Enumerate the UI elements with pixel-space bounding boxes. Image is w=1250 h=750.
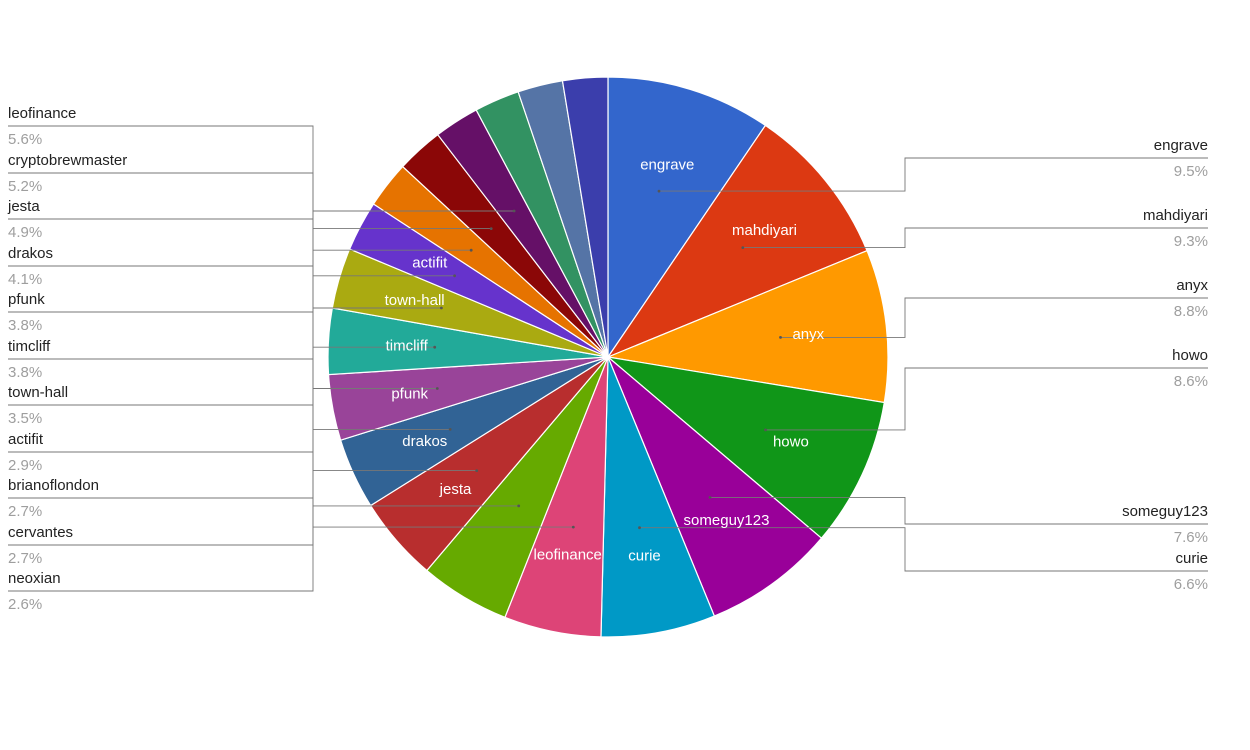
callout-name-neoxian: neoxian bbox=[8, 570, 61, 587]
leader-dot-timcliff bbox=[433, 345, 437, 349]
slice-inside-label-curie: curie bbox=[628, 547, 661, 564]
slice-inside-label-pfunk: pfunk bbox=[391, 386, 428, 403]
callout-name-jesta: jesta bbox=[7, 198, 40, 215]
callout-percent-anyx: 8.8% bbox=[1174, 303, 1208, 320]
callout-percent-actifit: 2.9% bbox=[8, 457, 42, 474]
callout-percent-curie: 6.6% bbox=[1174, 576, 1208, 593]
pie-slice-engrave bbox=[607, 76, 767, 359]
leader-dot-howo bbox=[764, 428, 767, 432]
leader-dot-anyx bbox=[779, 336, 782, 339]
leader-line-anyx bbox=[780, 297, 1208, 338]
leader-dot-brianoflondon bbox=[469, 248, 473, 252]
callout-percent-mahdiyari: 9.3% bbox=[1174, 233, 1208, 250]
callout-name-engrave: engrave bbox=[1154, 137, 1208, 154]
callout-name-cervantes: cervantes bbox=[8, 524, 73, 541]
leader-dot-cervantes bbox=[489, 227, 493, 231]
callout-percent-timcliff: 3.8% bbox=[8, 364, 42, 381]
callout-labels-layer: engrave 9.5% mahdiyari 9.3% anyx 8.8% howo 8.6%… bbox=[7, 105, 1208, 613]
leader-lines-layer bbox=[8, 125, 1208, 592]
callout-name-howo: howo bbox=[1172, 347, 1208, 364]
slice-inside-label-jesta: jesta bbox=[439, 481, 472, 498]
callout-name-drakos: drakos bbox=[8, 245, 53, 262]
pie-slice-someguy123 bbox=[607, 356, 823, 617]
pie-slice-howo bbox=[605, 356, 885, 540]
callout-name-someguy123: someguy123 bbox=[1122, 503, 1208, 520]
callout-percent-someguy123: 7.6% bbox=[1174, 529, 1208, 546]
pie-slice-unlabeled-19 bbox=[561, 76, 609, 358]
leader-line-curie bbox=[639, 527, 1208, 572]
pie-slice-curie bbox=[600, 356, 716, 638]
callout-name-pfunk: pfunk bbox=[8, 291, 45, 308]
leader-dot-town-hall bbox=[440, 306, 443, 310]
callout-percent-leofinance: 5.6% bbox=[8, 131, 42, 148]
callout-percent-cryptobrewmaster: 5.2% bbox=[8, 178, 42, 195]
pie-slice-mahdiyari bbox=[606, 124, 868, 359]
callout-name-anyx: anyx bbox=[1176, 277, 1208, 294]
slice-inside-label-mahdiyari: mahdiyari bbox=[732, 222, 797, 239]
leader-line-mahdiyari bbox=[742, 227, 1208, 249]
leader-dot-mahdiyari bbox=[741, 246, 745, 250]
pie-slice-anyx bbox=[605, 249, 889, 404]
leader-line-someguy123 bbox=[710, 496, 1208, 525]
callout-percent-cervantes: 2.7% bbox=[8, 550, 42, 567]
leader-line-leofinance bbox=[8, 125, 574, 528]
leader-dot-pfunk bbox=[435, 387, 439, 390]
callout-percent-drakos: 4.1% bbox=[8, 271, 42, 288]
callout-name-curie: curie bbox=[1175, 550, 1208, 567]
callout-percent-brianoflondon: 2.7% bbox=[8, 503, 42, 520]
callout-name-cryptobrewmaster: cryptobrewmaster bbox=[8, 152, 127, 169]
callout-percent-pfunk: 3.8% bbox=[8, 317, 42, 334]
leader-dot-drakos bbox=[448, 428, 452, 431]
callout-percent-engrave: 9.5% bbox=[1174, 163, 1208, 180]
leader-dot-actifit bbox=[453, 274, 456, 278]
callout-name-town-hall: town-hall bbox=[8, 384, 68, 401]
leader-dot-jesta bbox=[475, 469, 479, 472]
slice-inside-label-howo: howo bbox=[773, 434, 809, 451]
callout-name-leofinance: leofinance bbox=[8, 105, 76, 122]
leader-dot-curie bbox=[638, 526, 641, 530]
callout-name-brianoflondon: brianoflondon bbox=[8, 477, 99, 494]
callout-name-timcliff: timcliff bbox=[8, 338, 51, 355]
inside-labels-layer: engrave mahdiyari anyx howo someguy123 curie l… bbox=[385, 156, 825, 564]
leader-dot-neoxian bbox=[512, 209, 516, 213]
slice-inside-label-anyx: anyx bbox=[792, 326, 824, 343]
slice-inside-label-actifit: actifit bbox=[412, 255, 448, 272]
slice-inside-label-timcliff: timcliff bbox=[386, 338, 429, 355]
callout-percent-jesta: 4.9% bbox=[8, 224, 42, 241]
slice-inside-label-engrave: engrave bbox=[640, 156, 694, 173]
leader-line-howo bbox=[765, 367, 1208, 431]
leader-dot-cryptobrewmaster bbox=[517, 504, 521, 508]
callout-percent-town-hall: 3.5% bbox=[8, 410, 42, 427]
leader-dot-someguy123 bbox=[708, 496, 712, 499]
leader-dot-engrave bbox=[657, 189, 661, 193]
callout-percent-howo: 8.6% bbox=[1174, 373, 1208, 390]
slices-layer bbox=[327, 76, 889, 638]
slice-inside-label-drakos: drakos bbox=[402, 433, 447, 450]
leader-dot-leofinance bbox=[571, 525, 575, 529]
slice-inside-label-leofinance: leofinance bbox=[534, 547, 602, 564]
callout-percent-neoxian: 2.6% bbox=[8, 596, 42, 613]
callout-name-mahdiyari: mahdiyari bbox=[1143, 207, 1208, 224]
slice-inside-label-town-hall: town-hall bbox=[385, 292, 445, 309]
leader-line-engrave bbox=[659, 157, 1208, 192]
slice-inside-label-someguy123: someguy123 bbox=[684, 512, 770, 529]
callout-name-actifit: actifit bbox=[8, 431, 44, 448]
